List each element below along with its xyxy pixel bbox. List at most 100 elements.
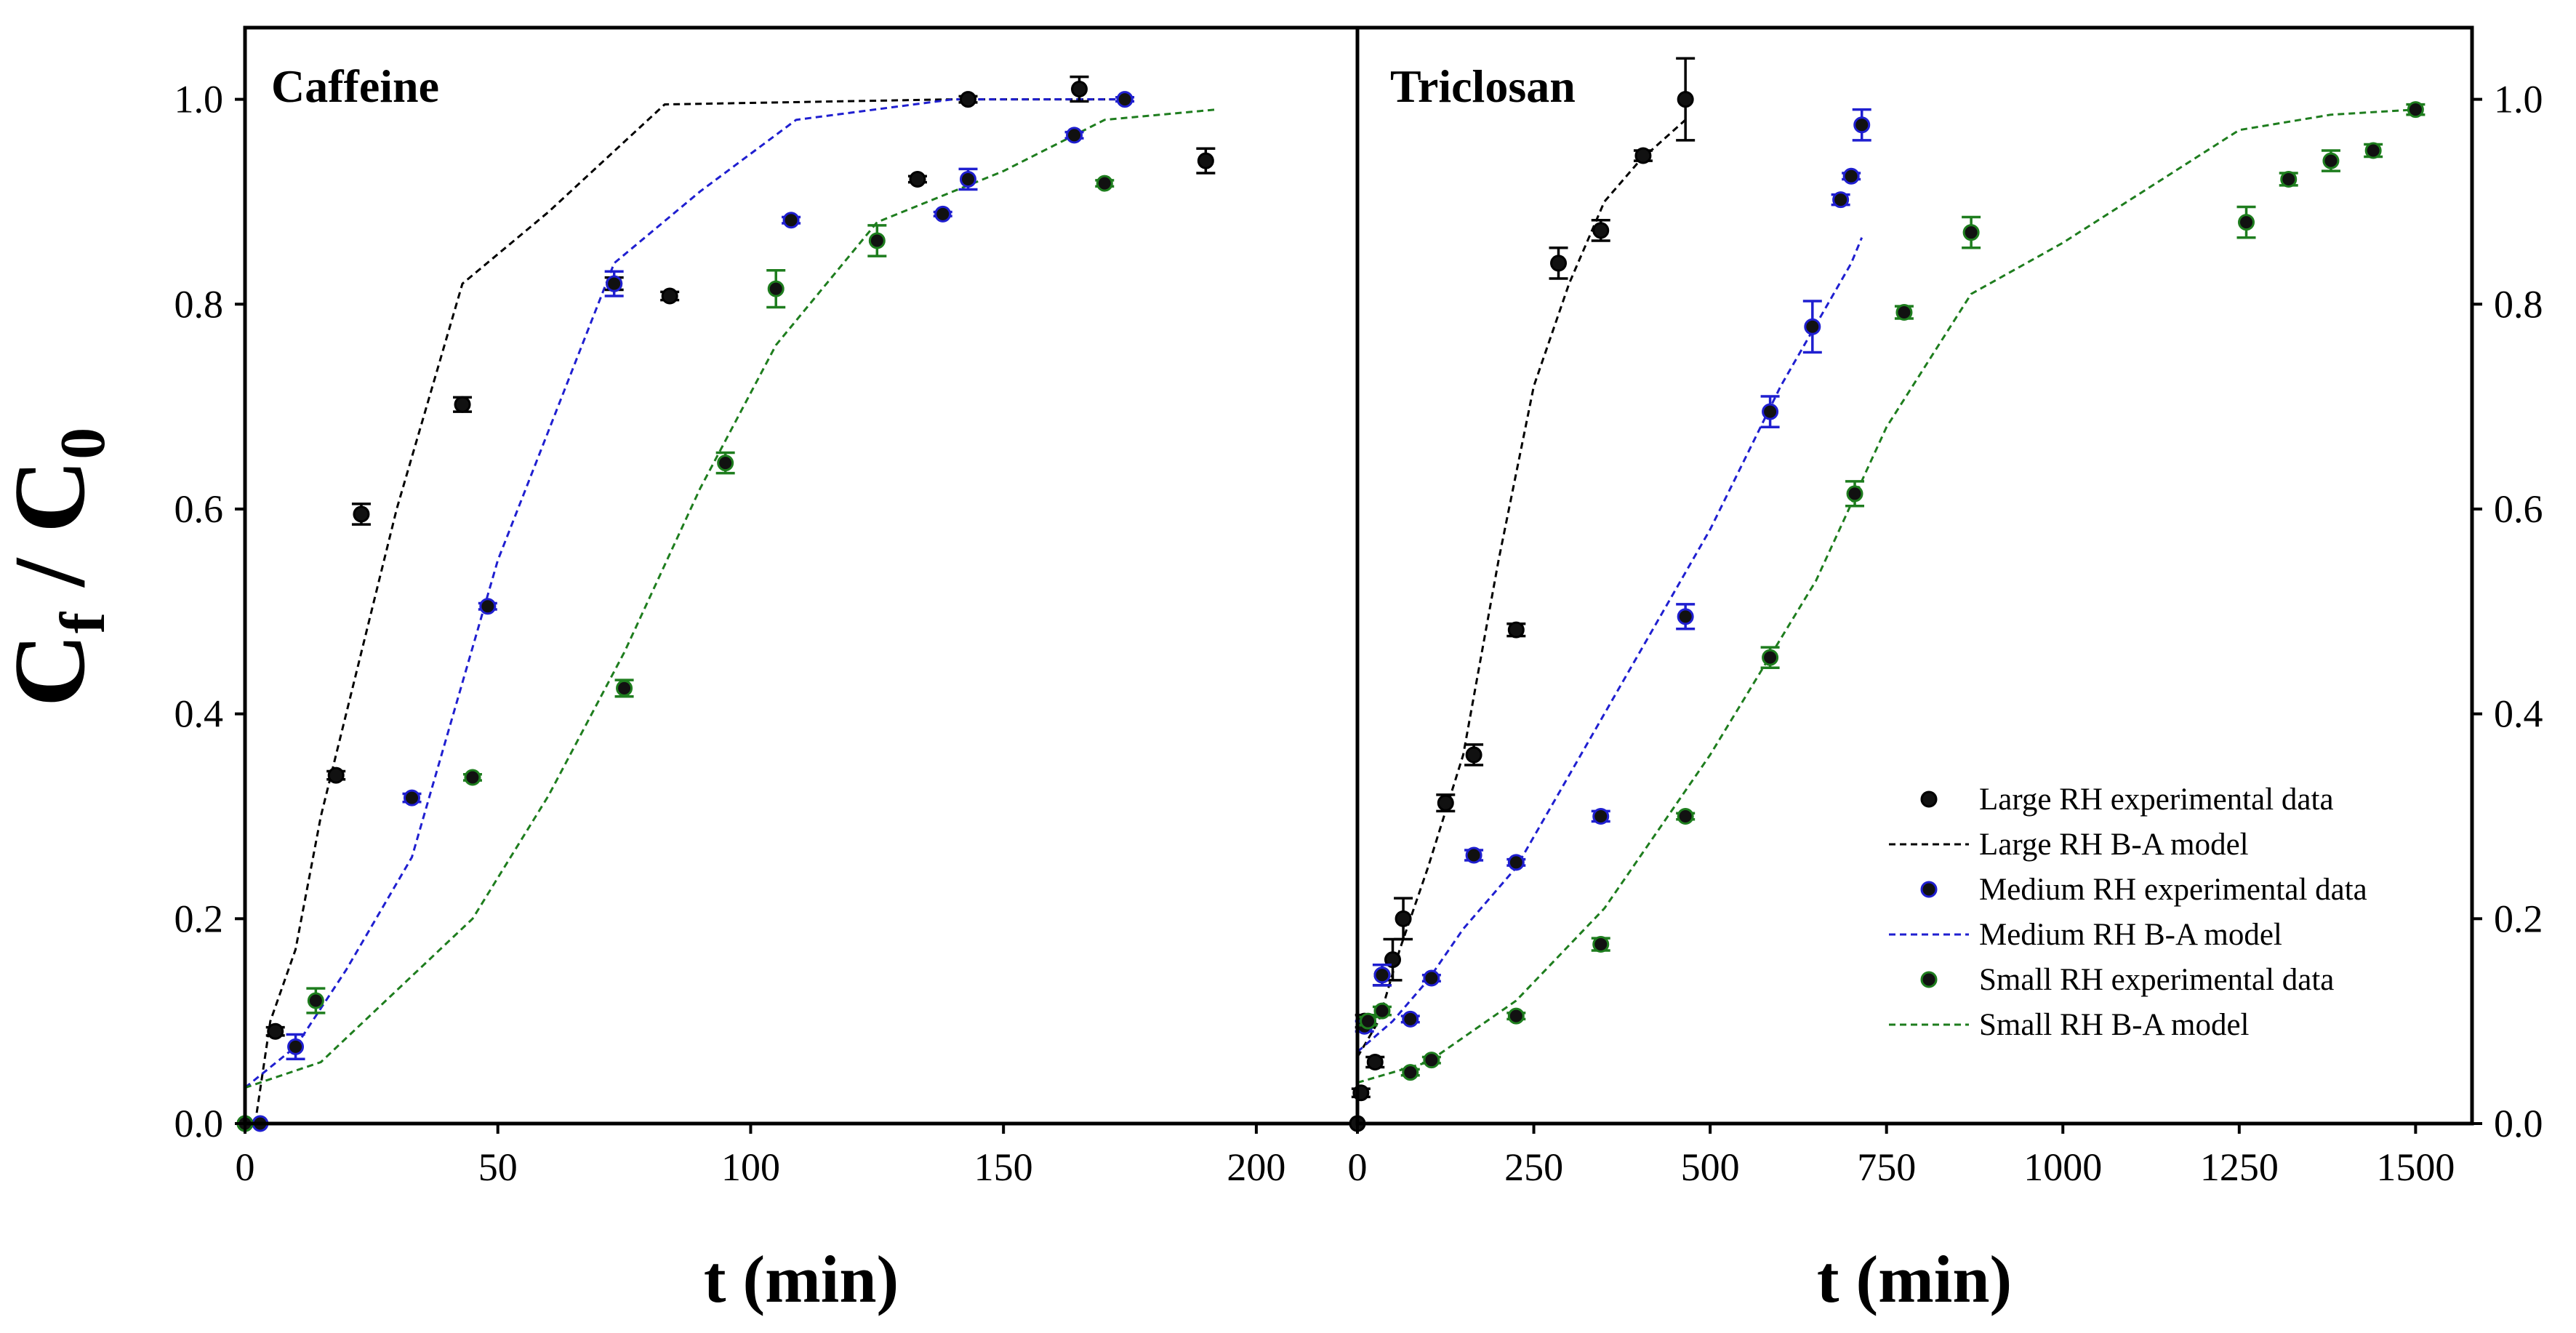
- legend-label: Medium RH B-A model: [1979, 918, 2282, 952]
- caffeine-medium-data-point: [1116, 91, 1133, 108]
- triclosan-small-data-point: [1762, 649, 1779, 666]
- triclosan-large-data-point: [1465, 746, 1482, 764]
- caffeine-large-model-line: [254, 98, 1115, 1124]
- triclosan-plot-frame: [1355, 25, 2474, 1126]
- legend-marker-large: [1920, 790, 1938, 808]
- caffeine-small-model-line: [244, 108, 1216, 1089]
- legend-label: Large RH B-A model: [1979, 828, 2249, 862]
- triclosan-medium-data-point: [1853, 116, 1871, 134]
- triclosan-x-tick-label: 250: [1504, 1145, 1563, 1189]
- triclosan-x-tick-label: 1500: [2376, 1145, 2455, 1189]
- triclosan-small-model-line: [1357, 108, 2416, 1084]
- caffeine-large-data-point: [960, 91, 976, 108]
- caffeine-small-data-point: [767, 280, 785, 297]
- caffeine-large-data-point: [327, 766, 345, 784]
- caffeine-x-ticks: 0 50 100 150 200: [236, 1124, 1285, 1189]
- legend-label: Large RH experimental data: [1979, 782, 2334, 817]
- triclosan-large-data-point: [1507, 621, 1525, 639]
- legend: Large RH experimental data Large RH B-A m…: [1889, 782, 2367, 1042]
- triclosan-medium-data-point: [1832, 191, 1850, 209]
- caffeine-y-tick-label: 0.2: [174, 897, 224, 940]
- caffeine-large-data-point: [909, 170, 926, 188]
- triclosan-small-data-point: [1360, 1012, 1377, 1030]
- triclosan-medium-data-point: [1677, 608, 1694, 625]
- legend-label: Medium RH experimental data: [1979, 873, 2367, 907]
- triclosan-x-ticks: 0 250 500 750 1000 1250 1500: [1348, 1124, 2455, 1189]
- triclosan-y-tick-label: 0.6: [2494, 487, 2543, 531]
- caffeine-large-data-point: [661, 287, 678, 305]
- triclosan-plot-area: [1349, 57, 2425, 1132]
- triclosan-x-tick-label: 1000: [2023, 1145, 2102, 1189]
- triclosan-large-data-point: [1677, 91, 1694, 108]
- caffeine-title: Caffeine: [271, 60, 439, 112]
- caffeine-medium-data-point: [934, 205, 952, 223]
- triclosan-large-data-point: [1634, 147, 1652, 164]
- triclosan-medium-data-point: [1465, 846, 1482, 864]
- caffeine-x-axis-label: t (min): [704, 1242, 899, 1316]
- triclosan-medium-data-point: [1592, 807, 1610, 825]
- caffeine-large-data-point: [1197, 152, 1214, 169]
- triclosan-y-tick-label: 0.4: [2494, 692, 2543, 736]
- caffeine-large-data-point: [454, 396, 471, 413]
- caffeine-x-tick-label: 100: [721, 1145, 780, 1189]
- triclosan-small-data-point: [1507, 1007, 1525, 1025]
- triclosan-large-data-point: [1366, 1053, 1384, 1070]
- caffeine-panel: 0 50 100 150 200 0.0 0.2 0.4 0.6 0.8 1.0 Caffeine…: [174, 25, 1360, 1316]
- triclosan-y-tick-label: 0.8: [2494, 282, 2543, 326]
- caffeine-large-data-point: [267, 1022, 284, 1040]
- triclosan-small-data-point: [1846, 485, 1863, 503]
- caffeine-x-tick-label: 50: [478, 1145, 518, 1189]
- triclosan-small-data-point: [1962, 224, 1980, 241]
- triclosan-title: Triclosan: [1390, 60, 1576, 112]
- caffeine-medium-data-point: [782, 212, 800, 229]
- caffeine-small-data-point: [464, 769, 481, 786]
- caffeine-y-tick-label: 0.0: [174, 1102, 224, 1145]
- caffeine-medium-data-point: [1066, 127, 1083, 144]
- triclosan-small-data-point: [2322, 152, 2340, 169]
- triclosan-large-data-point: [1437, 794, 1454, 812]
- caffeine-small-data-point: [868, 232, 886, 249]
- triclosan-small-data-point: [1423, 1052, 1440, 1069]
- triclosan-small-data-point: [2238, 214, 2255, 231]
- caffeine-y-tick-label: 1.0: [174, 78, 224, 121]
- caffeine-medium-data-point: [479, 598, 497, 615]
- caffeine-x-tick-label: 200: [1227, 1145, 1285, 1189]
- caffeine-medium-data-point: [404, 789, 420, 806]
- triclosan-medium-data-point: [1842, 167, 1860, 185]
- triclosan-large-data-point: [1395, 910, 1412, 927]
- y-axis-label: Cf / C0: [0, 428, 119, 707]
- caffeine-small-data-point: [1096, 175, 1113, 192]
- triclosan-large-data-point: [1592, 222, 1610, 239]
- triclosan-y-ticks: 0.0 0.2 0.4 0.6 0.8 1.0: [2472, 78, 2543, 1145]
- caffeine-y-tick-label: 0.6: [174, 487, 224, 531]
- legend-label: Small RH B-A model: [1979, 1008, 2250, 1042]
- caffeine-large-data-point: [1071, 81, 1088, 98]
- triclosan-x-tick-label: 0: [1348, 1145, 1368, 1189]
- triclosan-panel: 0 250 500 750 1000 1250 1500 0.0 0.2 0.4 0.6 0.8 1.…: [1348, 25, 2543, 1316]
- triclosan-small-data-point: [1402, 1064, 1419, 1081]
- triclosan-x-tick-label: 500: [1681, 1145, 1740, 1189]
- triclosan-medium-data-point: [1507, 854, 1525, 871]
- triclosan-small-data-point: [1677, 807, 1694, 825]
- triclosan-small-data-point: [2364, 142, 2382, 159]
- triclosan-large-data-point: [1550, 255, 1568, 272]
- caffeine-medium-data-point: [606, 275, 623, 292]
- legend-label: Small RH experimental data: [1979, 963, 2334, 997]
- caffeine-small-data-point: [616, 679, 633, 697]
- triclosan-y-tick-label: 1.0: [2494, 78, 2543, 121]
- caffeine-plot-frame: [243, 25, 1360, 1126]
- caffeine-plot-area: [236, 75, 1216, 1132]
- triclosan-large-data-point: [1384, 951, 1402, 969]
- triclosan-x-tick-label: 750: [1857, 1145, 1916, 1189]
- triclosan-small-data-point: [1895, 304, 1913, 321]
- legend-marker-medium: [1920, 881, 1938, 898]
- triclosan-medium-data-point: [1804, 318, 1821, 335]
- caffeine-y-tick-label: 0.4: [174, 692, 224, 736]
- triclosan-x-axis-label: t (min): [1817, 1242, 2012, 1316]
- triclosan-small-data-point: [1373, 1002, 1391, 1020]
- triclosan-small-data-point: [2280, 170, 2298, 188]
- triclosan-y-tick-label: 0.2: [2494, 897, 2543, 940]
- triclosan-medium-data-point: [1402, 1010, 1419, 1028]
- caffeine-medium-model-line: [244, 98, 1130, 1089]
- triclosan-medium-model-line: [1357, 237, 1863, 1053]
